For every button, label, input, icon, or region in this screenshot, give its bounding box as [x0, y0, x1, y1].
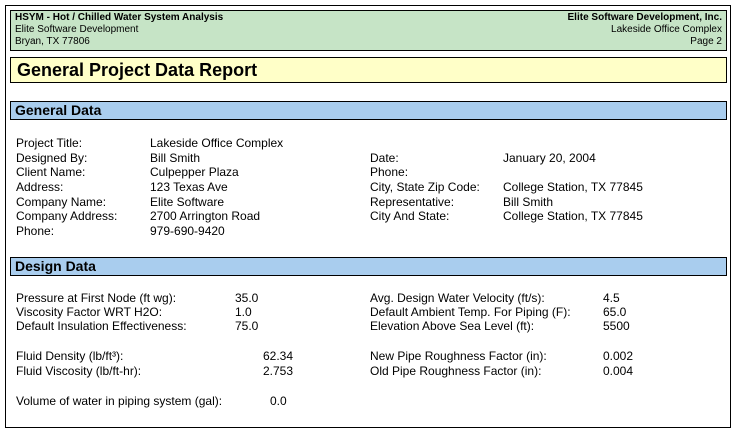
general-value: 2700 Arrington Road	[150, 209, 261, 223]
design-label: Pressure at First Node (ft wg):	[16, 291, 177, 305]
header-left: HSYM - Hot / Chilled Water System Analys…	[15, 12, 223, 48]
general-label: Address:	[16, 180, 64, 194]
design-label: Elevation Above Sea Level (ft):	[370, 319, 535, 333]
company-line-1: Elite Software Development	[15, 24, 139, 35]
design-label: Fluid Density (lb/ft³):	[16, 349, 124, 363]
general-value: Bill Smith	[503, 195, 554, 209]
design-value: 4.5	[603, 291, 620, 305]
design-label: Viscosity Factor WRT H2O:	[16, 305, 163, 319]
general-label: Designed By:	[16, 151, 88, 165]
volume-value: 0.0	[270, 394, 287, 408]
design-value: 1.0	[235, 305, 252, 319]
general-value: College Station, TX 77845	[503, 180, 643, 194]
design-value: 62.34	[263, 349, 294, 363]
design-data-heading: Design Data	[10, 257, 727, 276]
page-number: Page 2	[690, 36, 722, 47]
general-label: Phone:	[370, 165, 409, 179]
general-value: January 20, 2004	[503, 151, 596, 165]
general-label: Company Name:	[16, 195, 107, 209]
vendor-name: Elite Software Development, Inc.	[567, 12, 722, 23]
design-value: 65.0	[603, 305, 627, 319]
design-value: 75.0	[235, 319, 259, 333]
design-label: Avg. Design Water Velocity (ft/s):	[370, 291, 545, 305]
design-label: Old Pipe Roughness Factor (in):	[370, 364, 542, 378]
report-title: General Project Data Report	[10, 57, 727, 83]
general-value: Lakeside Office Complex	[150, 136, 284, 150]
general-label: Representative:	[370, 195, 455, 209]
general-label: Phone:	[16, 224, 55, 238]
general-data-heading: General Data	[10, 101, 727, 120]
design-value: 35.0	[235, 291, 259, 305]
design-value: 0.004	[603, 364, 634, 378]
general-label: City And State:	[370, 209, 450, 223]
general-value: 979-690-9420	[150, 224, 225, 238]
design-value: 2.753	[263, 364, 294, 378]
general-value: Bill Smith	[150, 151, 201, 165]
design-label: Default Ambient Temp. For Piping (F):	[370, 305, 571, 319]
volume-label: Volume of water in piping system (gal):	[16, 394, 223, 408]
general-value: 123 Texas Ave	[150, 180, 228, 194]
general-value: Elite Software	[150, 195, 225, 209]
general-label: Client Name:	[16, 165, 86, 179]
general-label: Project Title:	[16, 136, 83, 150]
general-label: Date:	[370, 151, 399, 165]
design-value: 5500	[603, 319, 630, 333]
company-line-2: Bryan, TX 77806	[15, 36, 90, 47]
design-label: New Pipe Roughness Factor (in):	[370, 349, 547, 363]
project-name: Lakeside Office Complex	[611, 24, 722, 35]
general-value: College Station, TX 77845	[503, 209, 643, 223]
general-label: Company Address:	[16, 209, 118, 223]
report-header: HSYM - Hot / Chilled Water System Analys…	[10, 10, 727, 51]
design-value: 0.002	[603, 349, 634, 363]
design-label: Fluid Viscosity (lb/ft-hr):	[16, 364, 142, 378]
header-right: Elite Software Development, Inc. Lakesid…	[568, 12, 722, 48]
app-name: HSYM - Hot / Chilled Water System Analys…	[15, 12, 224, 23]
design-label: Default Insulation Effectiveness:	[16, 319, 187, 333]
general-value: Culpepper Plaza	[150, 165, 239, 179]
general-label: City, State Zip Code:	[370, 180, 480, 194]
